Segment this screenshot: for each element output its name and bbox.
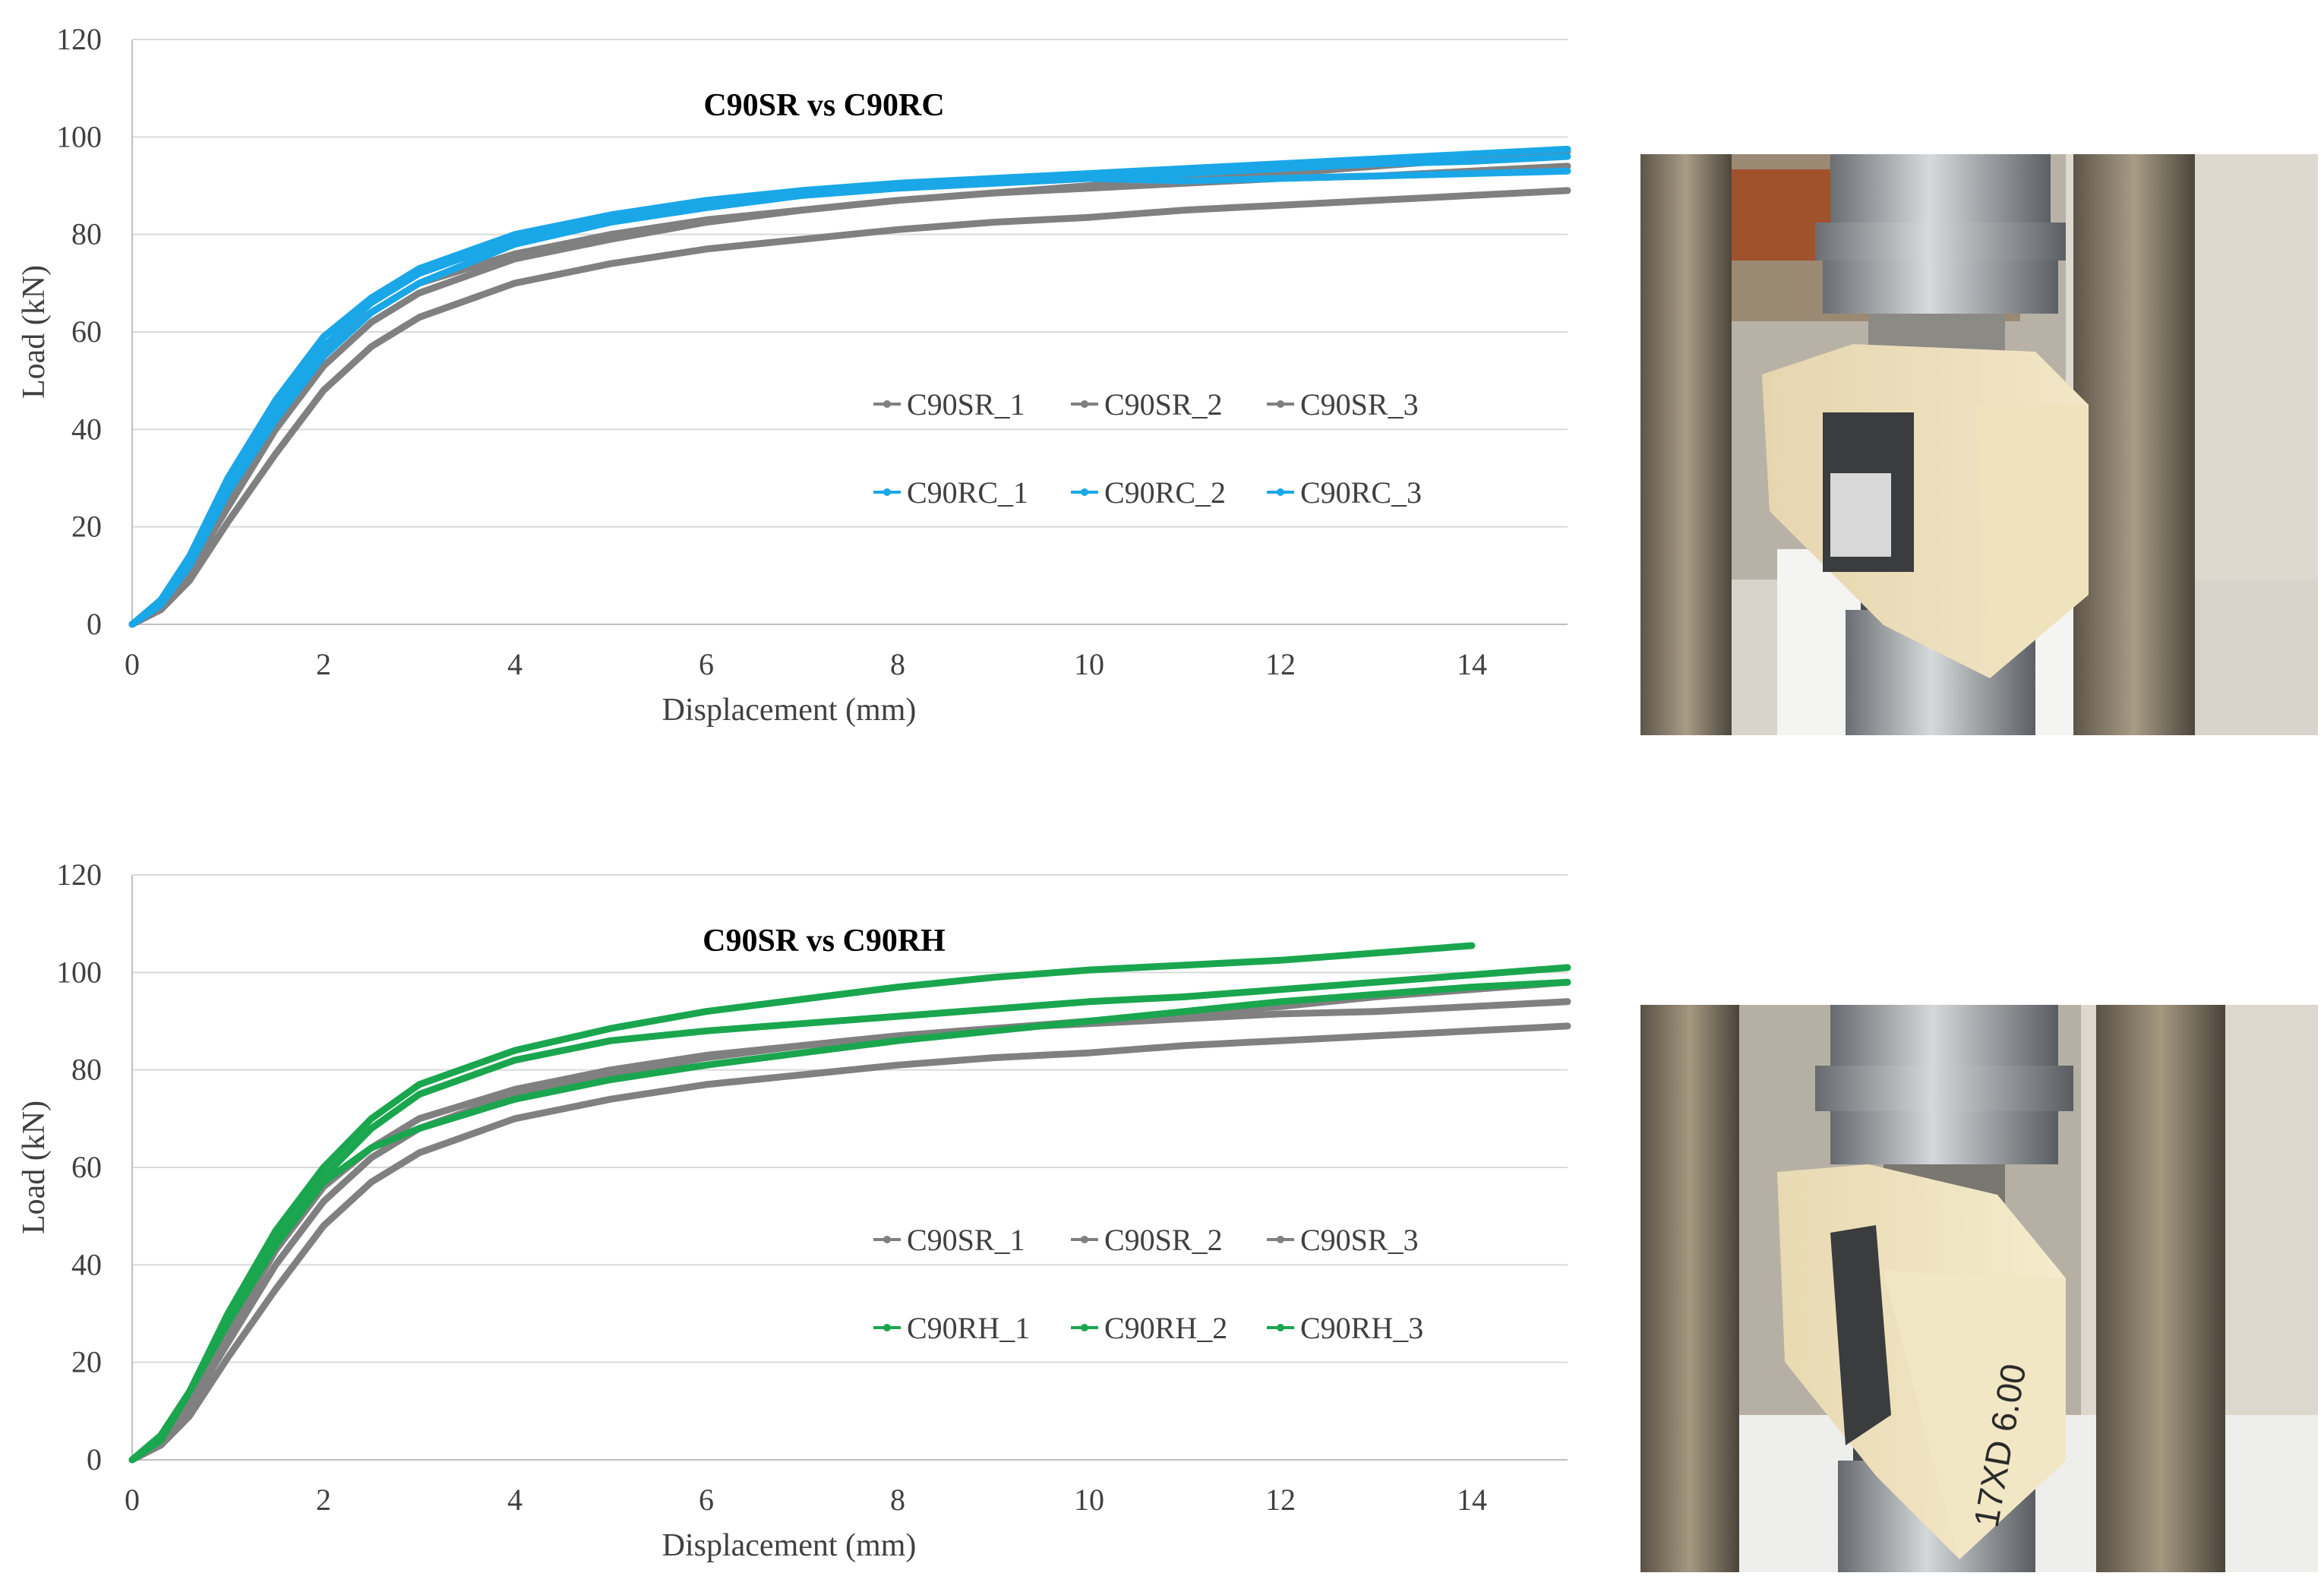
legend-label: C90RH_1 [907, 1311, 1030, 1345]
specimen-photo-rc [1640, 154, 2318, 735]
legend-item: C90RC_2 [1071, 475, 1226, 510]
specimen-photo-rh: 17XD 6.00 [1640, 1005, 2318, 1572]
x-tick-label: 10 [1074, 647, 1104, 681]
x-tick-label: 6 [699, 1483, 714, 1517]
series-line-c90rc-3 [128, 153, 1571, 628]
x-axis-label: Displacement (mm) [662, 1528, 917, 1563]
y-tick-label: 60 [71, 1150, 102, 1184]
legend-marker [1277, 1236, 1284, 1243]
y-tick-label: 0 [87, 607, 102, 641]
chart-title: C90SR vs C90RH [703, 924, 946, 959]
legend-marker [1081, 1236, 1088, 1243]
y-tick-label: 100 [56, 119, 102, 153]
legend-marker [1277, 1324, 1284, 1331]
y-axis-label: Load (kN) [17, 265, 52, 399]
chart-c90sr-vs-c90rc: 0 20 40 60 80 100 120 0 2 4 6 8 10 12 14 Displacement (… [17, 22, 1571, 728]
legend-marker [883, 400, 891, 408]
legend-item: C90RC_3 [1267, 475, 1422, 510]
legend-item: C90RH_2 [1071, 1311, 1227, 1345]
legend-marker [1277, 400, 1284, 408]
y-tick-label: 40 [71, 1247, 102, 1281]
legend-label: C90RC_2 [1104, 475, 1226, 510]
legend-marker [1277, 488, 1284, 496]
legend-label: C90SR_3 [1300, 387, 1419, 422]
x-tick-label: 14 [1457, 1483, 1487, 1517]
y-axis-label: Load (kN) [17, 1101, 52, 1234]
x-axis-label: Displacement (mm) [662, 693, 917, 728]
legend-label: C90SR_2 [1104, 1223, 1223, 1257]
x-tick-label: 8 [890, 1483, 905, 1517]
y-tick-label: 0 [87, 1442, 102, 1477]
x-tick-label: 0 [125, 647, 140, 681]
y-tick-label: 80 [71, 1053, 102, 1087]
legend-item: C90SR_2 [1071, 387, 1223, 422]
x-tick-label: 14 [1457, 647, 1487, 681]
x-tick-label: 12 [1265, 647, 1296, 681]
legend-label: C90SR_3 [1300, 1223, 1419, 1257]
legend-item: C90SR_3 [1267, 1223, 1419, 1257]
x-tick-label: 10 [1074, 1483, 1104, 1517]
x-tick-label: 0 [125, 1483, 140, 1517]
x-tick-label: 12 [1265, 1483, 1296, 1517]
x-tick-label: 2 [316, 647, 331, 681]
x-tick-label: 4 [507, 647, 523, 681]
y-tick-label: 100 [56, 955, 102, 989]
y-tick-label: 40 [71, 412, 102, 446]
legend-item: C90SR_2 [1071, 1223, 1223, 1257]
series-line-c90rc-1 [128, 145, 1571, 628]
legend-marker [883, 488, 891, 496]
x-tick-label: 6 [699, 647, 714, 681]
series-line-c90sr-3 [128, 978, 1571, 1464]
y-tick-label: 80 [71, 217, 102, 251]
x-tick-label: 8 [890, 647, 905, 681]
legend-marker [1081, 488, 1088, 496]
legend-marker [883, 1324, 891, 1331]
y-tick-label: 120 [56, 858, 102, 892]
series-line-c90rh-3 [128, 978, 1571, 1464]
x-tick-label: 2 [316, 1483, 331, 1517]
legend-marker [1081, 1324, 1088, 1331]
series-line-c90sr-1 [128, 187, 1571, 628]
x-tick-label: 4 [507, 1483, 523, 1517]
legend-label: C90SR_1 [907, 387, 1025, 422]
legend-label: C90SR_2 [1104, 387, 1223, 422]
legend-item: C90RC_1 [873, 475, 1028, 510]
y-tick-label: 20 [71, 510, 102, 544]
series-line-c90sr-1 [128, 1022, 1571, 1464]
legend-label: C90RH_3 [1300, 1311, 1423, 1345]
y-tick-label: 60 [71, 314, 102, 349]
chart-title: C90SR vs C90RC [703, 88, 944, 123]
legend-label: C90RC_1 [907, 475, 1028, 510]
legend-item: C90RH_3 [1267, 1311, 1423, 1345]
chart-c90sr-vs-c90rh: 0 20 40 60 80 100 120 0 2 4 6 8 10 12 14 Displacement (… [17, 858, 1571, 1563]
legend-label: C90RH_2 [1104, 1311, 1227, 1345]
series-line-c90sr-3 [128, 148, 1571, 628]
legend-item: C90SR_1 [873, 387, 1025, 422]
legend-item: C90SR_1 [873, 1223, 1025, 1257]
legend-label: C90RC_3 [1300, 475, 1422, 510]
legend-label: C90SR_1 [907, 1223, 1025, 1257]
legend-item: C90SR_3 [1267, 387, 1419, 422]
y-tick-label: 120 [56, 22, 102, 56]
legend-item: C90RH_1 [873, 1311, 1030, 1345]
y-tick-label: 20 [71, 1345, 102, 1379]
series-line-c90sr-2 [128, 998, 1571, 1464]
legend-marker [883, 1236, 891, 1243]
legend-marker [1081, 400, 1088, 408]
